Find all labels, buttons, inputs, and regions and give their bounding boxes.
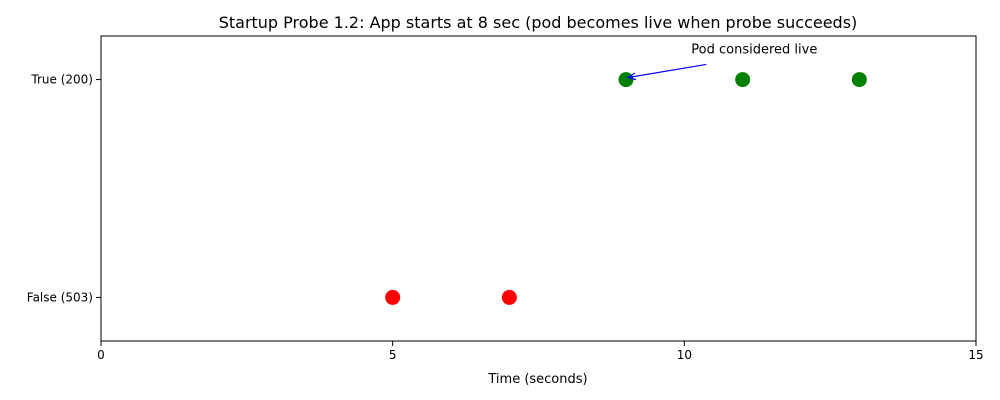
annotation-arrow bbox=[628, 63, 707, 77]
data-point bbox=[501, 289, 517, 305]
x-tick-label: 0 bbox=[97, 348, 105, 362]
data-points bbox=[385, 72, 867, 305]
x-tick-label: 10 bbox=[677, 348, 692, 362]
y-tick-label: False (503) bbox=[27, 290, 93, 304]
data-point bbox=[735, 72, 751, 88]
data-point bbox=[618, 72, 634, 88]
x-axis: 0 5 10 15 bbox=[97, 341, 984, 362]
data-point bbox=[385, 289, 401, 305]
y-tick-label: True (200) bbox=[30, 73, 93, 87]
data-point bbox=[851, 72, 867, 88]
chart-title: Startup Probe 1.2: App starts at 8 sec (… bbox=[219, 13, 858, 32]
annotation-text: Pod considered live bbox=[691, 42, 817, 57]
x-axis-label: Time (seconds) bbox=[487, 372, 587, 387]
annotation: Pod considered live bbox=[628, 42, 817, 77]
x-tick-label: 5 bbox=[389, 348, 397, 362]
plot-area bbox=[100, 35, 977, 342]
y-axis: False (503) True (200) bbox=[27, 73, 101, 304]
x-tick-label: 15 bbox=[968, 348, 983, 362]
